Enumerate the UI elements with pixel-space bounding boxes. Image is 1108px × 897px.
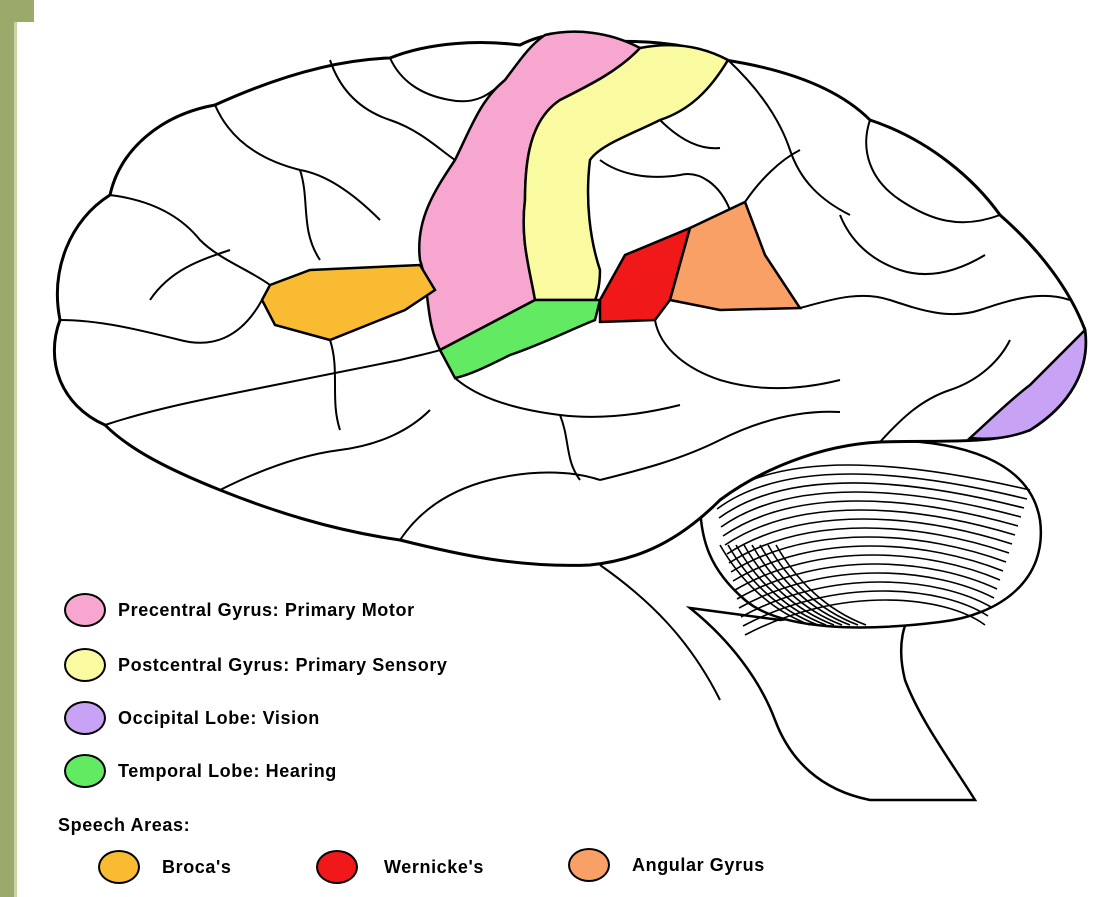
legend-swatch-temporal [64,754,106,788]
legend-item-wernickes: Wernicke's [316,850,484,884]
legend-swatch-postcentral [64,648,106,682]
legend-swatch-wernickes [316,850,358,884]
cerebellum-line [744,599,986,636]
legend-item-precentral: Precentral Gyrus: Primary Motor [64,593,415,627]
page-left-border-highlight [14,22,17,897]
cerebellum-line [720,491,1022,528]
legend-swatch-angular [568,848,610,882]
legend-item-brocas: Broca's [98,850,232,884]
cerebellum-line [738,572,995,609]
legend-swatch-brocas [98,850,140,884]
cerebellum-line [726,518,1013,555]
legend-item-postcentral: Postcentral Gyrus: Primary Sensory [64,648,448,682]
legend-item-occipital: Occipital Lobe: Vision [64,701,320,735]
occipital-lobe-region [967,327,1087,440]
temporal-lobe-region [438,298,602,380]
brocas-area-region [260,263,437,342]
legend-label-brocas: Broca's [162,856,232,877]
legend-label-postcentral: Postcentral Gyrus: Primary Sensory [118,654,448,675]
cerebellum [698,438,1043,636]
legend-label-wernickes: Wernicke's [384,856,484,877]
cerebellum-line [775,544,867,626]
legend-item-temporal: Temporal Lobe: Hearing [64,754,337,788]
brain-folds [59,57,1071,541]
cerebellum-line [722,500,1019,537]
legend-item-angular: Angular Gyrus [568,848,765,882]
postcentral-gyrus-region [522,43,730,302]
cerebellum-line [734,554,1001,591]
legend-swatch-precentral [64,593,106,627]
cerebellum-line [759,544,851,626]
cerebellum-line [740,581,992,618]
speech-areas-heading: Speech Areas: [58,815,191,835]
cerebellum-line [724,509,1016,546]
cerebellum-line [743,544,835,626]
legend-swatch-occipital [64,701,106,735]
brainstem [685,588,978,802]
cerebellum-line [732,545,1004,582]
legend-label-temporal: Temporal Lobe: Hearing [118,760,337,781]
page-left-border [0,0,14,897]
cerebellum-line [751,544,843,626]
cerebellum-line [735,544,827,626]
cerebellum-line [719,544,811,626]
legend-label-occipital: Occipital Lobe: Vision [118,707,320,728]
page-corner-accent [0,0,34,22]
cerebellum-line [716,473,1028,510]
legend-label-precentral: Precentral Gyrus: Primary Motor [118,599,415,620]
cerebellum-line [727,544,819,626]
cerebellum-line [730,536,1007,573]
cerebellum-line [718,482,1025,519]
legend-label-angular: Angular Gyrus [632,854,765,875]
cerebellum-line [767,544,859,626]
